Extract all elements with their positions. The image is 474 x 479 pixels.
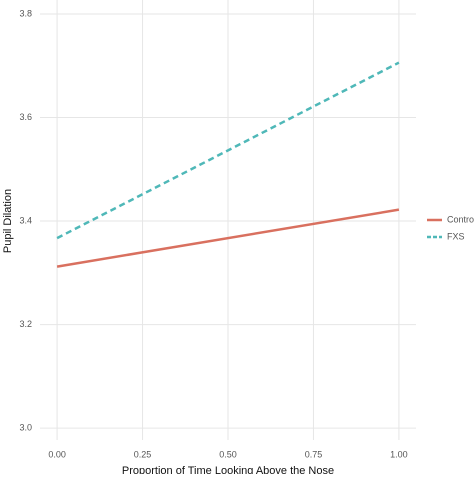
x-tick-label: 1.00 — [390, 449, 408, 459]
series-line — [56, 61, 400, 240]
legend-label: Control — [447, 214, 474, 224]
legend-label: FXS — [447, 231, 465, 241]
y-tick-label: 3.2 — [19, 319, 32, 329]
x-axis-label: Proportion of Time Looking Above the Nos… — [122, 465, 334, 474]
x-tick-label: 0.75 — [305, 449, 323, 459]
y-axis-label: Pupil Dilation — [2, 189, 14, 253]
y-tick-label: 3.8 — [19, 8, 32, 18]
x-tick-label: 0.50 — [219, 449, 237, 459]
x-tick-label: 0.25 — [134, 449, 152, 459]
x-tick-label: 0.00 — [48, 449, 66, 459]
y-tick-label: 3.0 — [19, 422, 32, 432]
y-tick-label: 3.6 — [19, 112, 32, 122]
series-line — [56, 208, 400, 268]
y-tick-label: 3.4 — [19, 215, 32, 225]
